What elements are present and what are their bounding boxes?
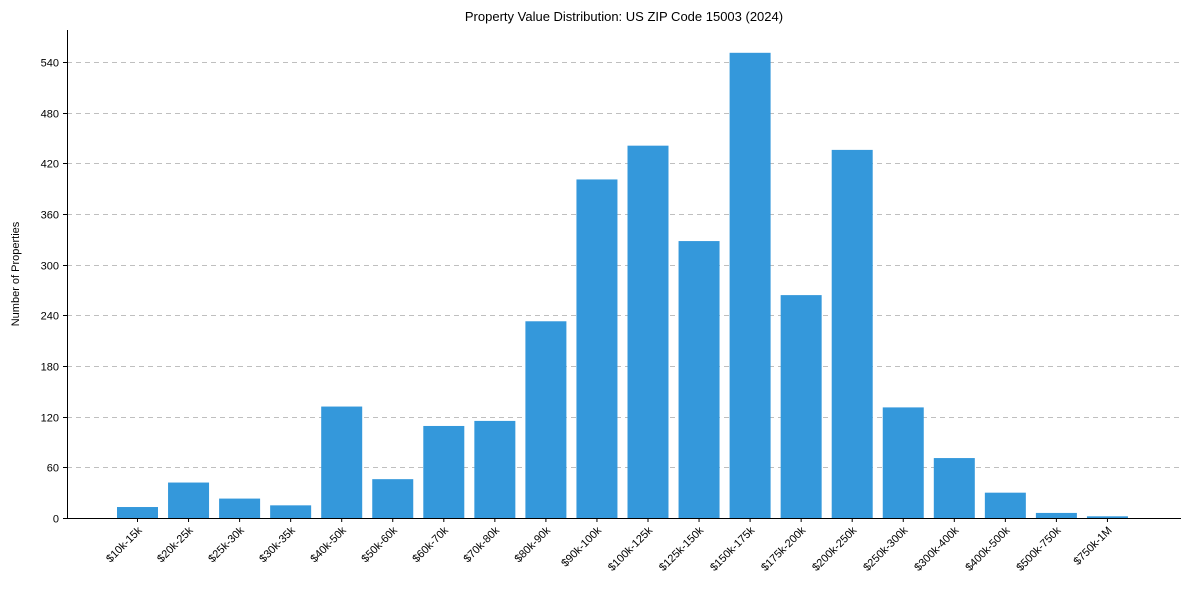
x-tick-label: $750k-1M [1071, 525, 1114, 568]
bar-19 [1086, 516, 1128, 518]
bar-10 [627, 145, 669, 519]
bar-0 [117, 507, 158, 518]
bar-14 [831, 149, 873, 518]
bar-9 [576, 179, 618, 518]
x-tick-label: $100k-125k [606, 524, 655, 573]
x-tick-label: $90k-100k [559, 524, 604, 569]
x-tick-label: $40k-50k [308, 524, 349, 565]
x-tick-label: $150k-175k [708, 524, 757, 573]
bar-6 [423, 425, 465, 518]
y-tick-label: 0 [53, 514, 59, 526]
grid-lines [67, 62, 1181, 468]
x-tick-label: $80k-90k [513, 524, 554, 565]
y-tick-label: 300 [41, 261, 59, 273]
y-tick-label: 180 [41, 362, 59, 374]
x-tick-label: $250k-300k [861, 524, 910, 573]
x-tick-label: $60k-70k [410, 524, 451, 565]
x-tick-label: $25k-30k [206, 524, 247, 565]
y-tick-label: 480 [41, 109, 59, 121]
x-ticks: $10k-15k $20k-25k $25k-30k $30k-35k $40k-50k… [104, 518, 1115, 574]
x-tick-label: $70k-80k [461, 524, 502, 565]
chart-title: Property Value Distribution: US ZIP Code… [465, 9, 783, 24]
bar-11 [678, 241, 720, 518]
bar-18 [1035, 512, 1077, 518]
y-tick-label: 240 [41, 311, 59, 323]
bar-1 [168, 482, 210, 518]
bar-13 [780, 295, 822, 518]
x-tick-label: $125k-150k [657, 524, 706, 573]
x-tick-label: $300k-400k [912, 524, 961, 573]
x-tick-label: $175k-200k [759, 524, 808, 573]
x-tick-label: $500k-750k [1014, 524, 1063, 573]
x-tick-label: $10k-15k [104, 524, 145, 565]
y-tick-label: 540 [41, 58, 59, 70]
bar-3 [270, 505, 312, 518]
y-tick-label: 420 [41, 159, 59, 171]
bar-17 [984, 492, 1026, 518]
x-tick-label: $400k-500k [963, 524, 1012, 573]
y-tick-label: 60 [47, 463, 59, 475]
bar-16 [933, 458, 975, 518]
x-tick-label: $50k-60k [359, 524, 400, 565]
bar-5 [372, 479, 414, 518]
bars [117, 52, 1128, 519]
x-tick-label: $20k-25k [155, 524, 196, 565]
y-tick-label: 120 [41, 413, 59, 425]
y-axis-label: Number of Properties [10, 221, 22, 326]
y-ticks: 0 60 120 180 240 300 360 420 480 540 [41, 58, 67, 526]
bar-7 [474, 420, 516, 518]
x-tick-label: $30k-35k [257, 524, 298, 565]
x-tick-label: $200k-250k [810, 524, 859, 573]
bar-8 [525, 321, 567, 518]
bar-12 [729, 52, 771, 519]
y-tick-label: 360 [41, 210, 59, 222]
bar-4 [321, 406, 363, 518]
bar-15 [882, 407, 924, 518]
bar-2 [219, 498, 261, 518]
